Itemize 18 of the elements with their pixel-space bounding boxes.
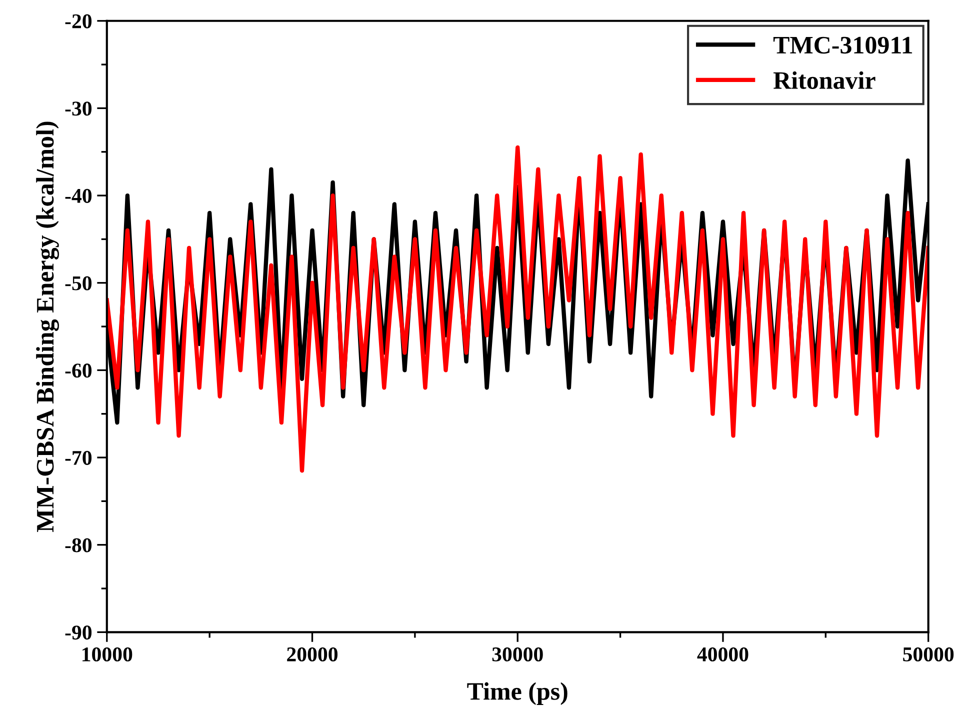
y-tick-label: -70 [65, 450, 92, 465]
x-tick-label: 50000 [903, 647, 954, 662]
x-tick-label: 20000 [287, 647, 338, 662]
x-tick-label: 30000 [492, 647, 543, 662]
y-tick-label: -60 [65, 364, 92, 378]
line-series [106, 145, 928, 473]
y-tick-label: -30 [65, 102, 92, 116]
x-tick-label: 40000 [697, 647, 748, 662]
legend-label: Ritonavir [773, 71, 876, 89]
x-axis-title: Time (ps) [467, 682, 568, 705]
y-tick-label: -20 [65, 14, 92, 28]
legend-label: TMC-310911 [773, 36, 912, 54]
y-tick-label: -80 [65, 538, 92, 552]
x-tick-label: 10000 [82, 647, 132, 662]
y-tick-label: -90 [65, 626, 92, 640]
y-axis-title: MM-GBSA Binding Energy (kcal/mol) [36, 122, 59, 532]
y-tick-label: -40 [65, 188, 92, 203]
y-tick-label: -50 [65, 276, 92, 290]
